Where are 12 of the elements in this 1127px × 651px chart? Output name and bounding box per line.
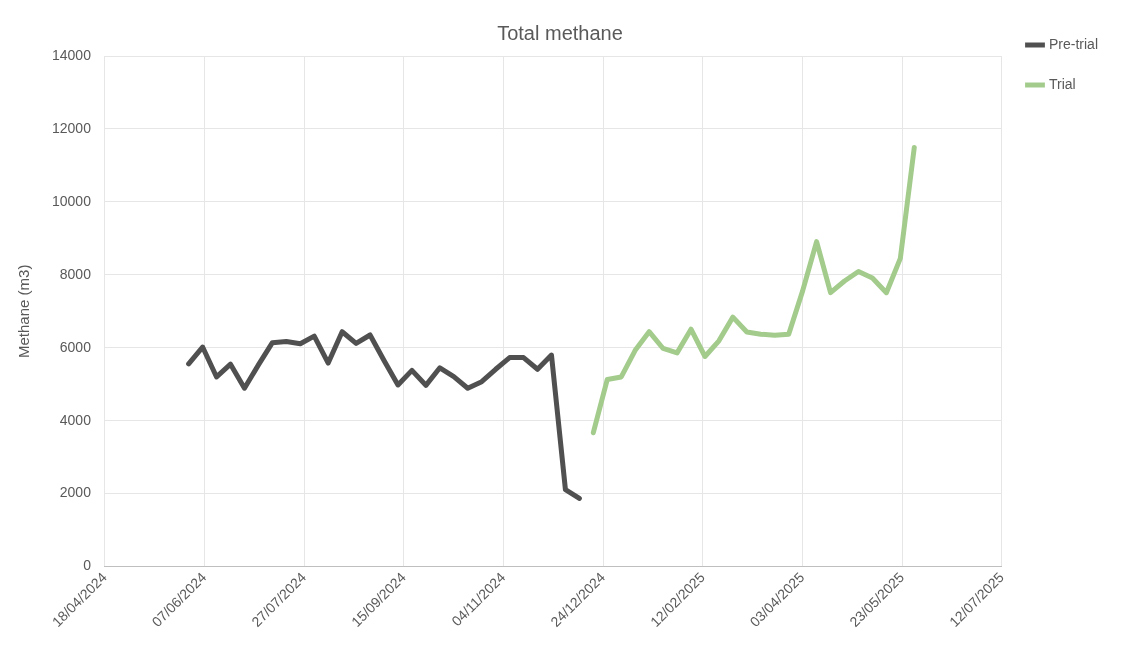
y-tick-label: 0 <box>83 557 92 574</box>
y-tick-label: 8000 <box>59 265 92 282</box>
chart-title: Total methane <box>497 21 623 44</box>
y-tick-label: 6000 <box>59 338 92 355</box>
y-tick-label: 10000 <box>51 192 92 209</box>
y-axis-title: Methane (m3) <box>15 264 33 358</box>
y-tick-label: 12000 <box>51 119 92 136</box>
y-tick-label: 2000 <box>59 484 92 501</box>
legend-label: Trial <box>1048 75 1076 92</box>
legend-label: Pre-trial <box>1048 35 1099 52</box>
y-tick-label: 14000 <box>51 46 92 63</box>
y-tick-label: 4000 <box>59 411 92 428</box>
